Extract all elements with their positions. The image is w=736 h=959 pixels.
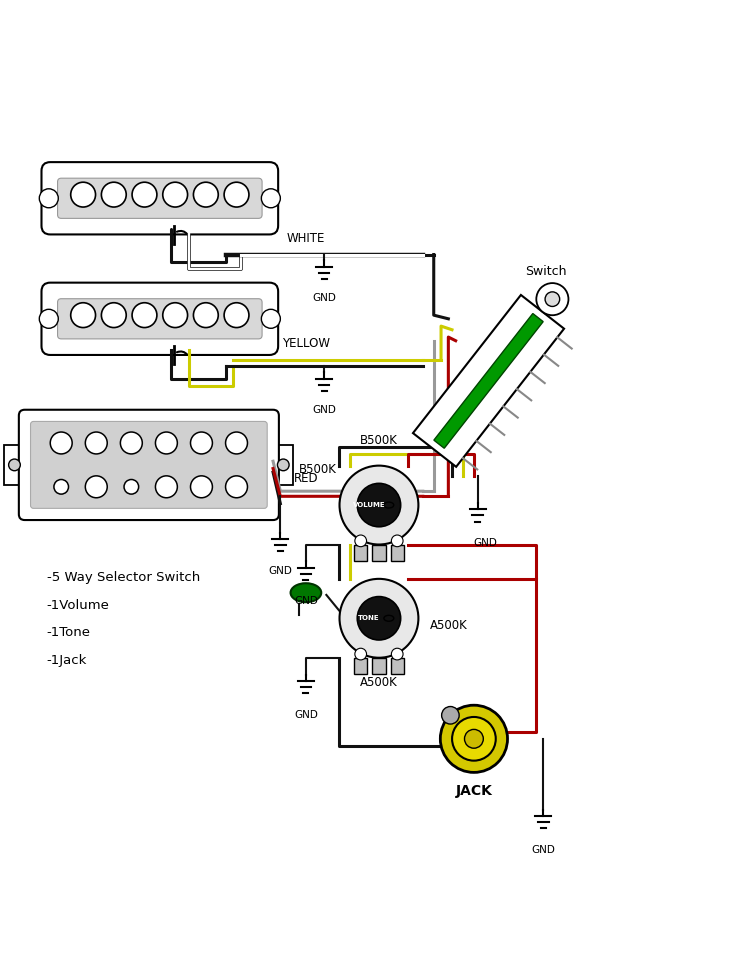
Text: YELLOW: YELLOW xyxy=(282,338,330,350)
Text: GND: GND xyxy=(294,596,318,606)
Circle shape xyxy=(357,596,400,640)
Bar xyxy=(391,658,404,674)
FancyBboxPatch shape xyxy=(41,162,278,234)
Circle shape xyxy=(537,283,568,316)
Text: GND: GND xyxy=(531,845,555,854)
Circle shape xyxy=(225,476,247,498)
Circle shape xyxy=(440,705,508,772)
Circle shape xyxy=(339,579,418,658)
Circle shape xyxy=(224,303,249,328)
Circle shape xyxy=(85,476,107,498)
Circle shape xyxy=(155,476,177,498)
Circle shape xyxy=(163,303,188,328)
Polygon shape xyxy=(413,295,564,467)
Circle shape xyxy=(277,459,289,471)
Circle shape xyxy=(392,648,403,660)
Circle shape xyxy=(85,432,107,454)
Text: -5 Way Selector Switch: -5 Way Selector Switch xyxy=(46,571,200,584)
Circle shape xyxy=(194,303,219,328)
Bar xyxy=(273,445,294,485)
Text: RED: RED xyxy=(294,473,318,485)
Bar xyxy=(4,445,25,485)
Circle shape xyxy=(191,476,213,498)
Text: Switch: Switch xyxy=(525,265,567,278)
Circle shape xyxy=(392,535,403,547)
Circle shape xyxy=(191,432,213,454)
Text: TONE: TONE xyxy=(358,616,380,621)
Circle shape xyxy=(132,182,157,207)
Text: -1Volume: -1Volume xyxy=(46,598,110,612)
Bar xyxy=(354,545,367,561)
Bar xyxy=(391,545,404,561)
Circle shape xyxy=(155,432,177,454)
Text: -1Tone: -1Tone xyxy=(46,626,91,640)
Circle shape xyxy=(9,459,21,471)
Circle shape xyxy=(355,648,367,660)
Bar xyxy=(372,545,386,561)
Circle shape xyxy=(163,182,188,207)
Text: GND: GND xyxy=(312,405,336,415)
Ellipse shape xyxy=(384,616,394,621)
Ellipse shape xyxy=(384,503,394,508)
Text: GND: GND xyxy=(294,710,318,719)
Text: A500K: A500K xyxy=(430,620,468,632)
FancyBboxPatch shape xyxy=(57,178,262,219)
Circle shape xyxy=(39,189,58,208)
Text: -1Jack: -1Jack xyxy=(46,654,87,667)
Circle shape xyxy=(355,535,367,547)
Circle shape xyxy=(102,182,126,207)
Circle shape xyxy=(452,717,496,760)
Circle shape xyxy=(121,432,142,454)
Text: GND: GND xyxy=(473,538,497,548)
Circle shape xyxy=(39,310,58,328)
Text: JACK: JACK xyxy=(456,784,492,798)
Bar xyxy=(372,658,386,674)
FancyBboxPatch shape xyxy=(30,421,267,508)
FancyBboxPatch shape xyxy=(57,298,262,339)
Circle shape xyxy=(71,303,96,328)
Text: GND: GND xyxy=(269,566,292,575)
Circle shape xyxy=(261,189,280,208)
FancyBboxPatch shape xyxy=(19,409,279,520)
Circle shape xyxy=(132,303,157,328)
Polygon shape xyxy=(434,314,543,448)
Circle shape xyxy=(194,182,219,207)
Circle shape xyxy=(442,707,459,724)
Circle shape xyxy=(71,182,96,207)
Text: GND: GND xyxy=(312,293,336,303)
Circle shape xyxy=(54,480,68,494)
Circle shape xyxy=(102,303,126,328)
Text: B500K: B500K xyxy=(360,434,398,447)
Circle shape xyxy=(261,310,280,328)
Circle shape xyxy=(464,730,484,748)
Circle shape xyxy=(339,466,418,545)
Text: WHITE: WHITE xyxy=(287,232,325,246)
Circle shape xyxy=(545,292,559,307)
FancyBboxPatch shape xyxy=(41,283,278,355)
Circle shape xyxy=(225,432,247,454)
Bar xyxy=(354,658,367,674)
Circle shape xyxy=(357,483,400,526)
Circle shape xyxy=(224,182,249,207)
Circle shape xyxy=(124,480,138,494)
Ellipse shape xyxy=(291,583,321,602)
Text: A500K: A500K xyxy=(360,676,398,689)
Circle shape xyxy=(50,432,72,454)
Text: B500K: B500K xyxy=(299,463,336,476)
Text: VOLUME: VOLUME xyxy=(353,503,386,508)
